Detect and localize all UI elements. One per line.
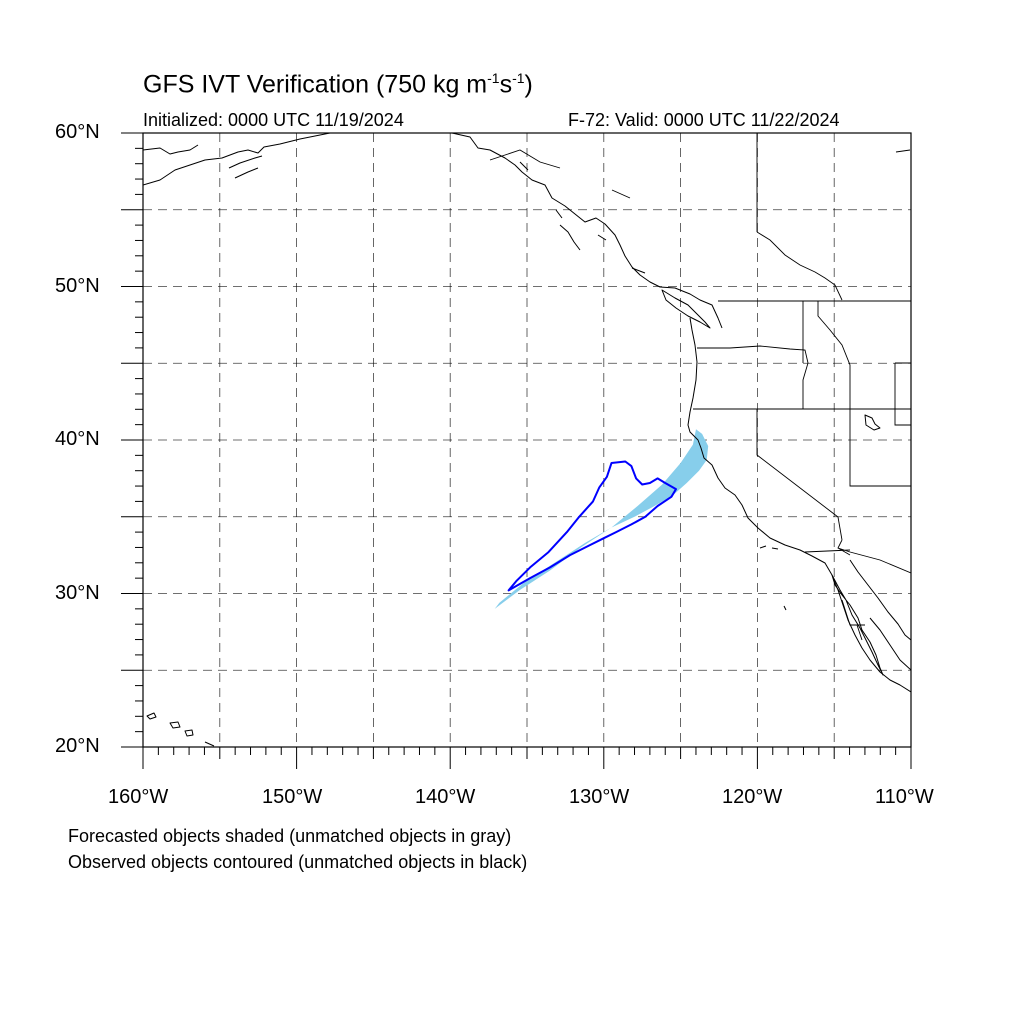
- axis-ticks: [121, 132, 912, 769]
- lat-label-30: 30°N: [55, 582, 100, 604]
- graticule: [143, 133, 911, 747]
- lat-label-40: 40°N: [55, 428, 100, 450]
- lon-label-150w: 150°W: [262, 786, 323, 808]
- lat-label-60: 60°N: [55, 121, 100, 143]
- border-mexico: [841, 599, 865, 641]
- coastline-vancouver-island: [661, 289, 711, 329]
- title-close: ): [524, 70, 533, 99]
- border-states: [693, 301, 911, 574]
- coastline-us-west: [687, 317, 911, 693]
- coastline-channel-islands: [759, 545, 787, 611]
- title-exponent-1: -1: [487, 70, 500, 86]
- footnote-forecast: Forecasted objects shaded (unmatched obj…: [68, 826, 512, 846]
- forecast-object-shading: [494, 429, 709, 609]
- lat-label-20: 20°N: [55, 735, 100, 757]
- lat-label-50: 50°N: [55, 275, 100, 297]
- lon-label-130w: 130°W: [569, 786, 630, 808]
- coastline-alaska: [143, 133, 331, 186]
- political-borders: [489, 133, 911, 641]
- coastline-southeast-alaska: [451, 133, 723, 329]
- border-alaska-canada: [489, 133, 758, 232]
- lake-outline: [864, 414, 881, 431]
- observed-object-contour: [507, 460, 677, 592]
- coastlines: [143, 133, 911, 747]
- lon-label-160w: 160°W: [108, 786, 169, 808]
- footnote-observed: Observed objects contoured (unmatched ob…: [68, 852, 528, 872]
- coastline-hawaii: [146, 712, 215, 747]
- lon-label-110w: 110°W: [875, 786, 934, 808]
- coastline-mexico-mainland: [849, 559, 911, 671]
- title-exponent-2: -1: [512, 70, 525, 86]
- coastline-baja: [831, 574, 884, 676]
- title-main: GFS IVT Verification (750 kg m: [143, 70, 488, 99]
- coastline-islands-bc: [519, 161, 646, 274]
- ivt-objects: [494, 429, 709, 609]
- init-time: Initialized: 0000 UTC 11/19/2024: [143, 110, 404, 130]
- valid-time: F-72: Valid: 0000 UTC 11/22/2024: [568, 110, 840, 130]
- lon-label-140w: 140°W: [415, 786, 476, 808]
- lon-label-120w: 120°W: [722, 786, 783, 808]
- border-provinces: [611, 149, 911, 301]
- chart-title: GFS IVT Verification (750 kg m-1s-1): [143, 70, 533, 99]
- title-unit-s: s: [499, 70, 513, 99]
